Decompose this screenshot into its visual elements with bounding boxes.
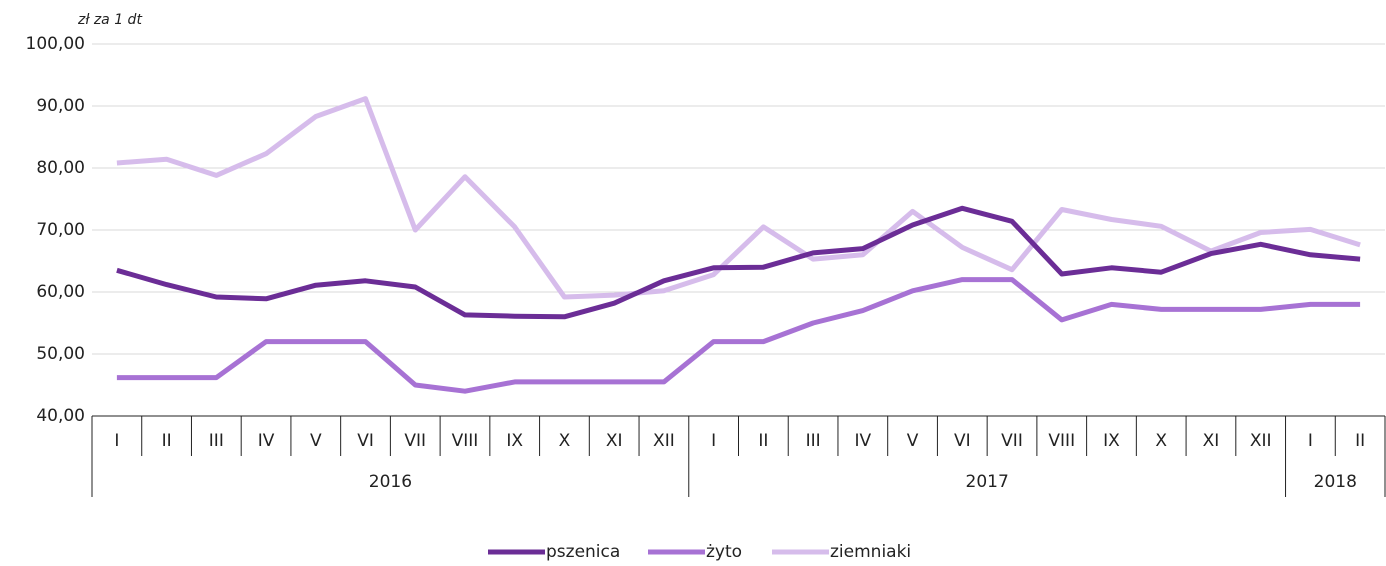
x-tick-label: XII bbox=[1250, 431, 1272, 451]
x-tick-label: I bbox=[1308, 431, 1313, 451]
x-tick-label: XII bbox=[653, 431, 675, 451]
legend-label: ziemniaki bbox=[830, 542, 911, 562]
x-tick-label: I bbox=[711, 431, 716, 451]
x-tick-label: IV bbox=[258, 431, 275, 451]
series-line bbox=[116, 205, 1361, 320]
legend-label: żyto bbox=[706, 542, 742, 562]
y-tick-label: 40,00 bbox=[36, 406, 85, 426]
series-line bbox=[116, 277, 1361, 394]
year-label: 2018 bbox=[1314, 472, 1357, 492]
x-tick-label: IX bbox=[506, 431, 523, 451]
year-label: 2016 bbox=[369, 472, 412, 492]
x-tick-label: II bbox=[162, 431, 172, 451]
y-tick-label: 70,00 bbox=[36, 220, 85, 240]
x-tick-label: XI bbox=[1203, 431, 1220, 451]
x-tick-label: IX bbox=[1103, 431, 1120, 451]
x-tick-label: X bbox=[559, 431, 571, 451]
x-tick-label: III bbox=[209, 431, 224, 451]
unit-label: zł za 1 dt bbox=[77, 12, 142, 28]
x-tick-label: VIII bbox=[1048, 431, 1075, 451]
x-tick-label: VI bbox=[357, 431, 374, 451]
x-tick-label: I bbox=[114, 431, 119, 451]
x-tick-label: II bbox=[1355, 431, 1365, 451]
x-tick-label: V bbox=[907, 431, 919, 451]
y-tick-label: 80,00 bbox=[36, 158, 85, 178]
legend-label: pszenica bbox=[546, 542, 620, 562]
x-tick-label: VIII bbox=[452, 431, 479, 451]
x-tick-label: VI bbox=[954, 431, 971, 451]
y-tick-label: 90,00 bbox=[36, 96, 85, 116]
x-tick-label: II bbox=[758, 431, 768, 451]
x-tick-label: III bbox=[806, 431, 821, 451]
x-tick-label: VII bbox=[1001, 431, 1023, 451]
x-tick-label: VII bbox=[404, 431, 426, 451]
y-tick-label: 50,00 bbox=[36, 344, 85, 364]
year-label: 2017 bbox=[966, 472, 1009, 492]
x-tick-label: IV bbox=[854, 431, 871, 451]
x-tick-label: V bbox=[310, 431, 322, 451]
x-tick-label: XI bbox=[606, 431, 623, 451]
x-tick-label: X bbox=[1155, 431, 1167, 451]
y-tick-label: 60,00 bbox=[36, 282, 85, 302]
series-line bbox=[116, 96, 1361, 300]
y-tick-label: 100,00 bbox=[26, 34, 85, 54]
